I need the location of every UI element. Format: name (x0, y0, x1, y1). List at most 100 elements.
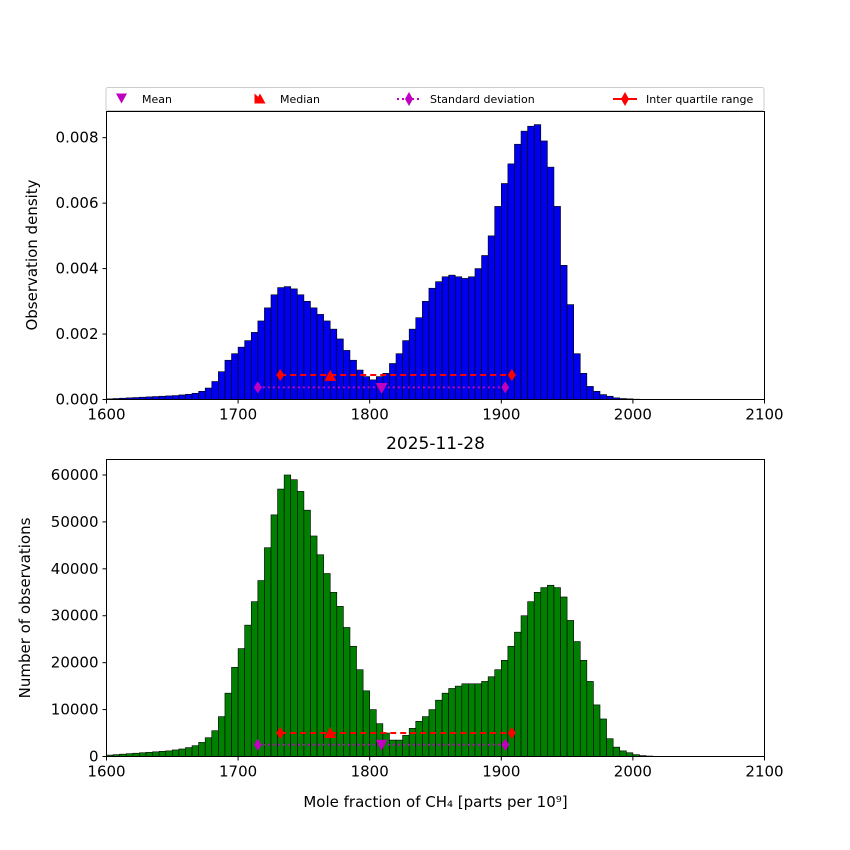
count-y-tick-label: 20000 (51, 654, 99, 672)
count-bar (573, 641, 581, 757)
count-bar (224, 692, 232, 757)
density-bar (264, 307, 272, 400)
count-bar (527, 601, 535, 757)
count-bar (560, 596, 568, 757)
count-bar (185, 747, 193, 757)
density-bar (468, 276, 476, 400)
count-bar (626, 752, 634, 757)
density-y-axis-label: Observation density (23, 179, 41, 330)
density-x-tick-label: 1800 (351, 406, 389, 424)
count-bar (204, 737, 213, 757)
density-bar (297, 294, 305, 400)
count-bar (612, 746, 621, 757)
count-bar (540, 587, 548, 757)
mean-marker-icon (116, 93, 127, 104)
count-bar (250, 601, 259, 757)
density-bar (566, 304, 574, 400)
density-bar (277, 287, 285, 400)
density-median-marker (324, 369, 337, 381)
count-bar (448, 688, 456, 757)
count-bar (520, 615, 528, 757)
legend-item-inter-quartile-range: Inter quartile range (613, 92, 753, 106)
density-bar (454, 276, 463, 400)
legend-item-median: Median (254, 93, 320, 106)
density-bar (402, 340, 410, 400)
count-y-axis-label: Number of observations (16, 517, 34, 698)
count-bar (178, 748, 186, 757)
density-bar (599, 394, 607, 400)
density-y-tick-label: 0.008 (56, 129, 99, 147)
count-bar (283, 474, 292, 757)
count-statistics (253, 727, 516, 751)
density-bar (349, 359, 357, 400)
density-x-tick-label: 1700 (219, 406, 257, 424)
median-marker-shape-icon (254, 93, 266, 104)
count-bar (303, 509, 311, 757)
count-bar (606, 738, 614, 757)
density-x-tick-label: 2100 (745, 406, 783, 424)
count-bar (172, 749, 180, 757)
count-y-tick-label: 10000 (51, 701, 99, 719)
density-bar (514, 143, 522, 400)
density-bar (224, 359, 232, 400)
density-bar (435, 281, 443, 400)
count-y-tick-label: 60000 (51, 466, 99, 484)
density-bar (185, 393, 193, 400)
density-std-high-marker (501, 381, 510, 394)
legend-label-median: Median (280, 93, 320, 106)
count-bar (231, 667, 239, 757)
count-bar (599, 718, 607, 757)
density-y-tick-label: 0.006 (56, 194, 99, 212)
count-bar (316, 554, 324, 757)
density-bar (428, 287, 436, 400)
density-bar (231, 353, 239, 400)
density-bar (369, 379, 377, 400)
density-bar (500, 183, 509, 400)
count-bar (343, 627, 351, 757)
density-bar (172, 395, 180, 400)
count-bar (435, 699, 443, 757)
density-bar (303, 301, 311, 400)
iqr-diamond-icon (621, 92, 629, 106)
density-y-tick-label: 0.004 (56, 260, 99, 278)
density-bar (389, 363, 397, 400)
count-y-tick-label: 0 (89, 748, 99, 766)
count-y-tick-label: 40000 (51, 560, 99, 578)
count-bar (139, 752, 147, 757)
density-bar (211, 381, 219, 400)
density-y-ticks: 0.000 0.002 0.004 0.006 0.008 (56, 129, 107, 409)
count-bar (454, 685, 463, 757)
count-bar (593, 704, 601, 757)
density-y-tick-label: 0.000 (56, 391, 99, 409)
density-x-tick-label: 1600 (87, 406, 125, 424)
count-bar (198, 742, 206, 757)
density-bar (540, 140, 548, 400)
count-bar (566, 620, 574, 757)
count-bar (389, 739, 397, 757)
count-iqr-low-marker (276, 727, 285, 740)
std-diamond-icon (405, 92, 413, 106)
count-bar (507, 645, 515, 757)
count-bar (191, 745, 199, 757)
count-bar (270, 514, 278, 757)
legend-item-mean: Mean (116, 93, 172, 106)
count-y-tick-label: 50000 (51, 513, 99, 531)
density-statistics (253, 368, 516, 395)
count-x-tick-label: 1800 (351, 763, 389, 781)
count-bar (356, 669, 364, 757)
count-chart-title: 2025-11-28 (386, 434, 485, 454)
count-y-tick-label: 30000 (51, 607, 99, 625)
count-bar (514, 631, 522, 757)
count-bar (277, 488, 285, 757)
count-median-marker (324, 727, 337, 739)
count-bar (211, 730, 219, 757)
density-bar (448, 274, 456, 400)
density-bar (481, 255, 489, 400)
density-bar (198, 391, 206, 400)
count-bar (264, 547, 272, 757)
count-bar (579, 660, 588, 757)
density-bar (494, 206, 502, 400)
count-x-ticks: 1600 1700 1800 1900 2000 2100 (87, 756, 784, 781)
